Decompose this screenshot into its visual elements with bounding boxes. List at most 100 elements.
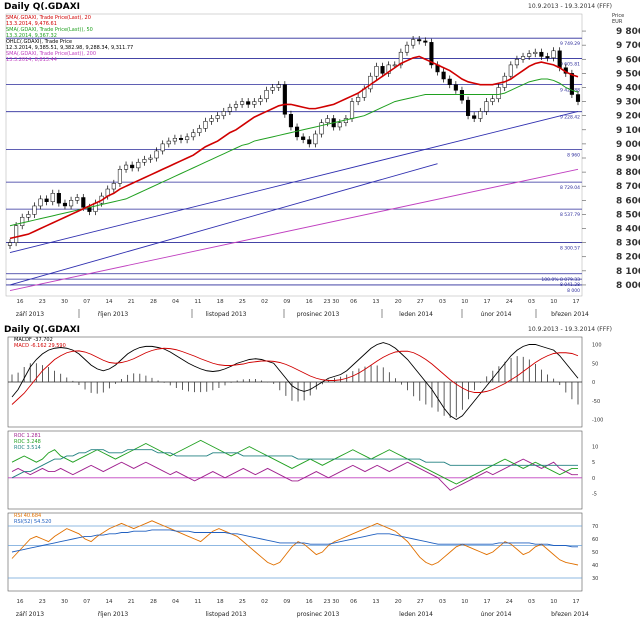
- x-day-label: 10: [461, 299, 468, 305]
- candle-body: [81, 197, 86, 208]
- ohlc-candle: [32, 202, 37, 218]
- candle-body: [527, 53, 532, 57]
- ohlc-candle: [136, 158, 141, 172]
- ohlc-candle: [56, 189, 61, 207]
- candle-body: [288, 114, 293, 128]
- price-axis-currency: EUR: [612, 19, 623, 25]
- ohlc-candle: [429, 38, 434, 69]
- ohlc-candle: [490, 95, 495, 106]
- lower-x-day-label: 16: [17, 599, 24, 605]
- roc-panel: [7, 430, 583, 510]
- level-label: 9 749.29: [560, 41, 580, 47]
- candle-body: [38, 198, 43, 207]
- candle-body: [258, 98, 263, 102]
- candle-body: [282, 84, 287, 115]
- candle-body: [453, 84, 458, 91]
- lower-x-day-label: 17: [573, 599, 580, 605]
- macd-y-label: -50: [592, 399, 600, 405]
- lower-x-day-label: 03: [528, 599, 535, 605]
- ohlc-candle: [233, 100, 239, 111]
- macd-line: [11, 342, 579, 421]
- lower-x-day-label: 30: [61, 599, 68, 605]
- price-chart: 8 000 8 100 8 200 8 300 8 400 8 500 8 600 8 700…: [5, 13, 640, 318]
- candle-body: [7, 242, 13, 246]
- candle-body: [496, 87, 501, 100]
- rsi-line: [11, 520, 579, 566]
- candle-body: [423, 40, 428, 43]
- candle-body: [14, 225, 19, 243]
- candle-body: [142, 159, 147, 163]
- ohlc-candle: [508, 61, 513, 80]
- lower-x-day-label: 06: [350, 599, 357, 605]
- lower-x-day-label: 03: [439, 599, 446, 605]
- legend-item: 13.3.2014, 9,367.32: [6, 33, 57, 39]
- macd-signal-line: [11, 347, 579, 405]
- macd-y-label: -100: [592, 418, 603, 424]
- x-day-label: 03: [439, 299, 446, 305]
- lower-x-day-label: 16: [306, 599, 313, 605]
- trendline: [9, 163, 438, 286]
- candle-body: [160, 143, 165, 152]
- ohlc-candle: [264, 86, 269, 103]
- sma20-line: [9, 55, 579, 240]
- lower-x-month-label: prosinec 2013: [297, 611, 340, 618]
- x-day-label: 13: [372, 299, 379, 305]
- candle-body: [557, 50, 562, 68]
- candle-body: [75, 197, 80, 201]
- lower-x-day-label: 02: [261, 599, 268, 605]
- x-day-label: 09: [283, 299, 290, 305]
- x-day-label: 25: [239, 299, 246, 305]
- legend-item: RSI 40.684: [14, 513, 42, 519]
- candle-body: [313, 133, 318, 145]
- ohlc-candle: [539, 48, 544, 60]
- ohlc-candle: [527, 50, 532, 60]
- candle-body: [404, 44, 410, 53]
- trendline: [9, 168, 579, 292]
- legend-item: SMA(.GDAXI, Trade Price(Last), 20: [6, 15, 91, 21]
- ohlc-candle: [44, 195, 49, 206]
- lower-x-day-label: 14: [105, 599, 112, 605]
- main-chart-title: Daily Q(.GDAXI: [4, 2, 81, 12]
- y-tick-label: 8 900: [616, 154, 640, 164]
- legend-item: OHLC(.GDAXI), Trade Price: [6, 39, 73, 45]
- candle-body: [123, 164, 129, 170]
- legend-item: ROC 3.514: [14, 445, 41, 451]
- lower-x-day-label: 11: [194, 599, 201, 605]
- ohlc-candle: [313, 130, 318, 148]
- candle-body: [374, 66, 379, 77]
- rsi-y-label: 30: [592, 576, 598, 582]
- ohlc-candle: [282, 81, 287, 118]
- candle-body: [520, 56, 526, 60]
- candle-body: [411, 39, 416, 46]
- candle-body: [307, 139, 312, 145]
- ohlc-candle: [117, 165, 122, 187]
- x-day-label: 10: [550, 299, 557, 305]
- ohlc-candle: [142, 155, 147, 166]
- ohlc-candle: [160, 140, 165, 155]
- ohlc-candle: [69, 196, 74, 210]
- lower-x-day-label: 28: [150, 599, 157, 605]
- candle-body: [270, 87, 275, 91]
- y-tick-label: 9 100: [616, 126, 640, 136]
- roc-y-label: 0: [592, 476, 595, 482]
- lower-x-month-label: říjen 2013: [98, 611, 129, 618]
- y-tick-label: 8 200: [616, 253, 640, 263]
- x-day-label: 27: [417, 299, 424, 305]
- legend-item: 12.3.2014, 9,385.51, 9,382.98, 9,288.34,…: [6, 45, 134, 51]
- ohlc-candle: [514, 55, 519, 69]
- y-tick-label: 9 400: [616, 83, 640, 93]
- candle-body: [44, 198, 49, 202]
- ohlc-candle: [484, 98, 489, 115]
- candle-body: [325, 118, 330, 123]
- ohlc-candle: [459, 86, 465, 104]
- lower-x-day-label: 09: [283, 599, 290, 605]
- ohlc-candle: [215, 112, 220, 123]
- x-month-label: prosinec 2013: [297, 311, 340, 318]
- ohlc-candle: [520, 52, 526, 63]
- ohlc-candle: [466, 96, 471, 120]
- ohlc-candle: [404, 41, 410, 56]
- y-tick-label: 8 000: [616, 281, 640, 291]
- candle-body: [514, 59, 519, 66]
- ohlc-candle: [423, 37, 428, 46]
